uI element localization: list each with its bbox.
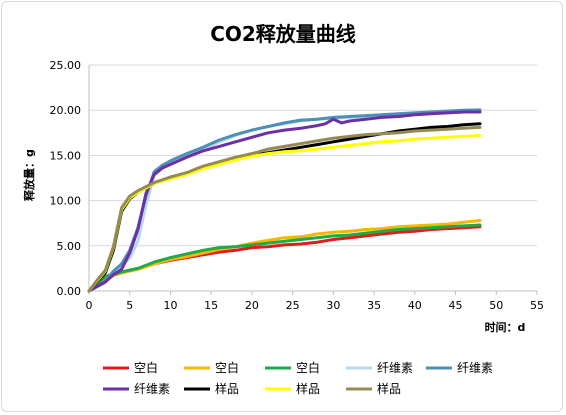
y-tick-label: 25.00 — [50, 59, 82, 72]
y-tick-label: 5.00 — [57, 240, 82, 253]
legend-label-4: 纤维素 — [377, 361, 413, 375]
x-tick-label: 10 — [163, 299, 177, 312]
x-tick-label: 30 — [326, 299, 340, 312]
legend-label-5: 纤维素 — [457, 361, 493, 375]
x-tick-label: 25 — [286, 299, 300, 312]
x-tick-label: 40 — [408, 299, 422, 312]
series-lines — [87, 107, 482, 293]
series-line-2 — [87, 219, 482, 293]
x-tick-labels: 0 5 10 15 20 25 30 35 40 45 50 55 — [86, 299, 545, 312]
x-tick-label: 5 — [126, 299, 133, 312]
series-line-3 — [87, 223, 482, 293]
y-tick-label: 0.00 — [57, 285, 82, 298]
chart-title: CO2释放量曲线 — [210, 22, 356, 46]
legend-label-8: 样品 — [296, 381, 320, 396]
x-tick-label: 0 — [86, 299, 93, 312]
legend-label-1: 空白 — [134, 360, 158, 375]
x-tick-label: 20 — [245, 299, 259, 312]
y-tick-labels: 0.00 5.00 10.00 15.00 20.00 25.00 — [50, 59, 82, 298]
grid-lines — [89, 64, 537, 247]
axes — [88, 65, 538, 295]
legend-label-9: 样品 — [377, 381, 401, 396]
x-tick-label: 50 — [489, 299, 503, 312]
y-tick-label: 10.00 — [50, 195, 82, 208]
series-line-9 — [87, 125, 482, 293]
series-line-8 — [87, 134, 482, 293]
x-tick-label: 45 — [449, 299, 463, 312]
y-axis-title: 释放量：g — [22, 149, 36, 201]
y-tick-label: 15.00 — [50, 149, 82, 162]
x-tick-label: 55 — [530, 299, 544, 312]
legend-label-7: 样品 — [215, 381, 239, 396]
x-tick-label: 15 — [204, 299, 218, 312]
series-line-6 — [87, 110, 482, 293]
legend-label-3: 空白 — [296, 360, 320, 375]
legend-label-2: 空白 — [215, 360, 239, 375]
x-axis-title: 时间：d — [485, 320, 526, 334]
y-tick-label: 20.00 — [50, 104, 82, 117]
legend-label-6: 纤维素 — [134, 382, 170, 396]
x-tick-label: 35 — [367, 299, 381, 312]
